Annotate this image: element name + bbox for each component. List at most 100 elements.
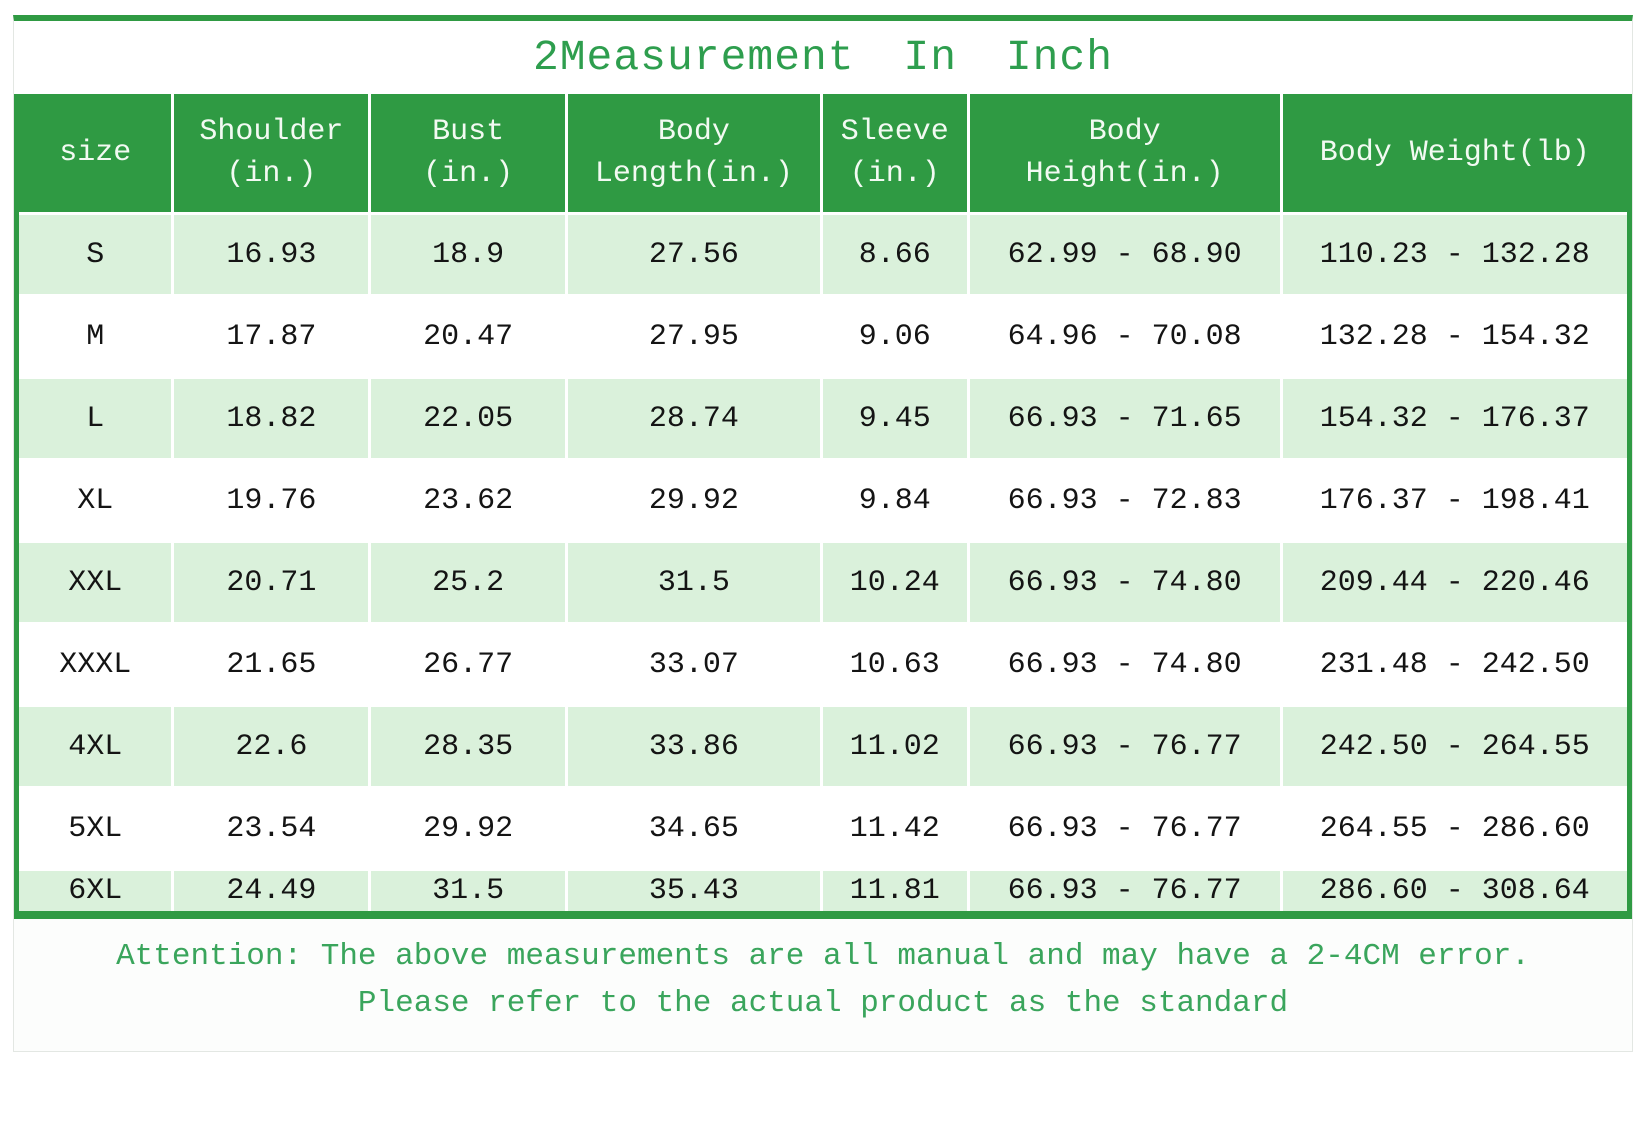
column-header-bust: Bust (in.) [369,94,569,214]
table-cell: 264.55 - 286.60 [1279,786,1632,871]
size-label-cell: XXXL [14,622,175,707]
attention-line-1: Attention: The above measurements are al… [116,939,1530,974]
table-cell: 23.54 [171,786,372,871]
table-cell: 28.35 [368,704,569,789]
table-cell: 64.96 - 70.08 [966,294,1283,379]
table-cell: 9.06 [819,294,970,379]
table-row-6xl: 6XL 24.49 31.5 35.43 11.81 66.93 - 76.77… [14,868,1632,917]
table-cell: 21.65 [171,622,372,707]
column-header-line: (in.) [423,157,514,191]
table-cell: 176.37 - 198.41 [1279,458,1632,543]
size-label-cell: S [14,212,175,297]
attention-note: Attention: The above measurements are al… [14,919,1632,1051]
table-cell: 66.93 - 72.83 [966,458,1283,543]
table-cell: 27.95 [565,294,823,379]
column-header-size: size [16,94,175,214]
size-label-cell: 5XL [14,786,175,871]
column-header-body-weight: Body Weight(lb) [1281,94,1630,214]
table-row-xxxl: XXXL 21.65 26.77 33.07 10.63 66.93 - 74.… [14,622,1632,707]
table-row-xl: XL 19.76 23.62 29.92 9.84 66.93 - 72.83 … [14,458,1632,543]
table-cell: 66.93 - 76.77 [966,786,1283,871]
column-header-line: Length(in.) [594,157,793,191]
table-cell: 33.07 [565,622,823,707]
page-title: 2Measurement In Inch [532,33,1114,82]
size-label-cell: XL [14,458,175,543]
column-header-line: Shoulder [199,115,344,149]
size-label-cell: L [14,376,175,461]
table-row-l: L 18.82 22.05 28.74 9.45 66.93 - 71.65 1… [14,376,1632,461]
table-cell: 8.66 [819,212,970,297]
size-label-cell: XXL [14,540,175,625]
table-cell: 9.84 [819,458,970,543]
column-header-body-length: Body Length(in.) [566,94,823,214]
table-row-4xl: 4XL 22.6 28.35 33.86 11.02 66.93 - 76.77… [14,704,1632,789]
table-cell: 66.93 - 74.80 [966,540,1283,625]
table-cell: 16.93 [171,212,372,297]
table-cell: 18.82 [171,376,372,461]
table-cell: 22.05 [368,376,569,461]
table-cell: 24.49 [171,868,372,917]
table-row-xxl: XXL 20.71 25.2 31.5 10.24 66.93 - 74.80 … [14,540,1632,625]
table-cell: 11.42 [819,786,970,871]
table-cell: 17.87 [171,294,372,379]
column-header-shoulder: Shoulder (in.) [172,94,372,214]
table-cell: 22.6 [171,704,372,789]
table-cell: 132.28 - 154.32 [1279,294,1632,379]
table-cell: 25.2 [368,540,569,625]
table-cell: 231.48 - 242.50 [1279,622,1632,707]
table-cell: 9.45 [819,376,970,461]
column-header-line: Bust [432,115,505,149]
title-area: 2Measurement In Inch [14,21,1632,94]
size-label-cell: 4XL [14,704,175,789]
table-cell: 209.44 - 220.46 [1279,540,1632,625]
table-cell: 35.43 [565,868,823,917]
table-cell: 66.93 - 74.80 [966,622,1283,707]
table-row-m: M 17.87 20.47 27.95 9.06 64.96 - 70.08 1… [14,294,1632,379]
table-cell: 26.77 [368,622,569,707]
column-header-line: Body [1088,115,1161,149]
header-row: size Shoulder (in.) Bust (in.) Body Leng… [16,94,1630,214]
size-table: size Shoulder (in.) Bust (in.) Body Leng… [14,94,1632,919]
table-cell: 29.92 [368,786,569,871]
table-cell: 66.93 - 76.77 [966,868,1283,917]
size-label-cell: 6XL [14,868,175,917]
table-cell: 33.86 [565,704,823,789]
table-row-s: S 16.93 18.9 27.56 8.66 62.99 - 68.90 11… [14,212,1632,297]
table-cell: 286.60 - 308.64 [1279,868,1632,917]
table-cell: 110.23 - 132.28 [1279,212,1632,297]
table-cell: 66.93 - 71.65 [966,376,1283,461]
column-header-line: Body Weight(lb) [1319,136,1590,170]
table-cell: 19.76 [171,458,372,543]
attention-line-2: Please refer to the actual product as th… [357,986,1289,1021]
table-row-5xl: 5XL 23.54 29.92 34.65 11.42 66.93 - 76.7… [14,786,1632,871]
column-header-line: size [59,136,132,170]
table-cell: 28.74 [565,376,823,461]
column-header-line: (in.) [226,157,317,191]
table-cell: 62.99 - 68.90 [966,212,1283,297]
column-header-line: Height(in.) [1025,157,1224,191]
size-label-cell: M [14,294,175,379]
table-cell: 10.24 [819,540,970,625]
table-cell: 29.92 [565,458,823,543]
table-cell: 23.62 [368,458,569,543]
table-cell: 242.50 - 264.55 [1279,704,1632,789]
column-header-body-height: Body Height(in.) [968,94,1283,214]
table-cell: 66.93 - 76.77 [966,704,1283,789]
size-chart-frame: 2Measurement In Inch size [13,15,1633,1052]
table-cell: 31.5 [368,868,569,917]
table-cell: 11.81 [819,868,970,917]
table-cell: 27.56 [565,212,823,297]
column-header-line: Sleeve [840,115,949,149]
table-cell: 20.47 [368,294,569,379]
column-header-line: Body [657,115,730,149]
table-cell: 10.63 [819,622,970,707]
table-cell: 20.71 [171,540,372,625]
table-cell: 11.02 [819,704,970,789]
table-cell: 34.65 [565,786,823,871]
table-cell: 154.32 - 176.37 [1279,376,1632,461]
table-cell: 31.5 [565,540,823,625]
column-header-line: (in.) [849,157,940,191]
table-cell: 18.9 [368,212,569,297]
column-header-sleeve: Sleeve (in.) [821,94,970,214]
